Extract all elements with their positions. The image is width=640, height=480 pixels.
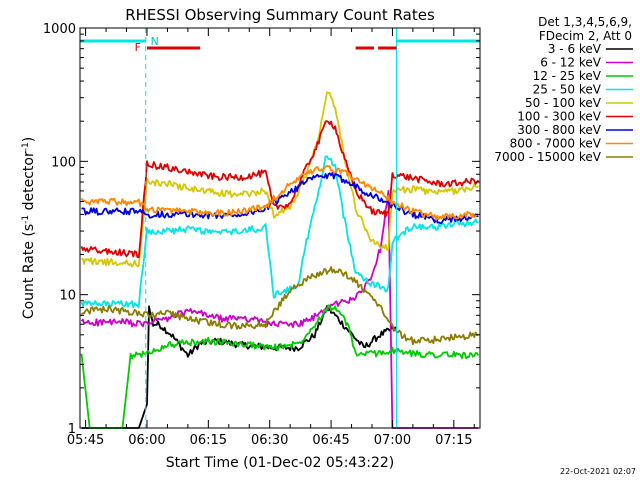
- legend-entry-label: 6 - 12 keV: [540, 56, 602, 70]
- legend-entry-label: 7000 - 15000 keV: [494, 150, 601, 164]
- x-tick-label: 06:30: [251, 433, 288, 448]
- chart-title: RHESSI Observing Summary Count Rates: [125, 6, 435, 24]
- series-line-7: [81, 172, 479, 224]
- legend-entry-label: 25 - 50 keV: [533, 83, 602, 97]
- night-label-N: N: [151, 35, 159, 48]
- x-tick-label: 06:00: [128, 433, 165, 448]
- series-line-9: [80, 266, 479, 346]
- series-line-5: [81, 91, 479, 268]
- x-tick-label: 07:00: [374, 433, 411, 448]
- y-axis-label-main: Count Rate (s: [21, 224, 37, 319]
- plot-frame: [79, 27, 481, 429]
- y-axis-label-mid: detector: [21, 151, 37, 215]
- legend-entry-label: 100 - 300 keV: [517, 110, 601, 124]
- y-axis-label-sup2: -1: [21, 142, 31, 151]
- x-tick-label: 06:15: [190, 433, 227, 448]
- legend-header-line2: FDecim 2, Att 0: [539, 29, 632, 43]
- legend-entry-label: 300 - 800 keV: [517, 123, 601, 137]
- y-tick-label: 1000: [43, 22, 76, 37]
- legend-header-line1: Det 1,3,4,5,6,9,: [538, 15, 632, 29]
- x-tick-label: 07:15: [435, 433, 472, 448]
- y-axis-label-sup1: -1: [21, 215, 31, 224]
- series-line-4: [80, 155, 479, 309]
- x-tick-label: 05:45: [67, 433, 104, 448]
- y-tick-label: 10: [59, 289, 76, 304]
- x-axis-label: Start Time (01-Dec-02 05:43:22): [166, 455, 394, 471]
- series-line-8: [80, 165, 479, 221]
- legend: Det 1,3,4,5,6,9, FDecim 2, Att 0 3 - 6 k…: [494, 15, 633, 164]
- y-tick-label: 100: [51, 155, 76, 170]
- series-line-6: [80, 120, 480, 258]
- axes-layer: 1 10 100 1000 05:45 06:00 06:15 06:30 06:45 07:00…: [43, 22, 481, 448]
- series-line-3: [80, 304, 480, 429]
- series-layer: [80, 91, 480, 429]
- flag-label-F: F: [135, 41, 141, 54]
- legend-entry-label: 12 - 25 keV: [533, 69, 602, 83]
- legend-entry-label: 800 - 7000 keV: [510, 137, 602, 151]
- legend-entry-label: 50 - 100 keV: [525, 96, 602, 110]
- footer-timestamp: 22-Oct-2021 02:07: [560, 467, 636, 476]
- y-axis-label-end: ): [21, 137, 37, 142]
- legend-entry-label: 3 - 6 keV: [548, 42, 602, 56]
- y-axis-label: Count Rate (s-1 detector-1): [21, 137, 37, 319]
- x-tick-label: 06:45: [312, 433, 349, 448]
- y-tick-label: 1: [68, 422, 76, 437]
